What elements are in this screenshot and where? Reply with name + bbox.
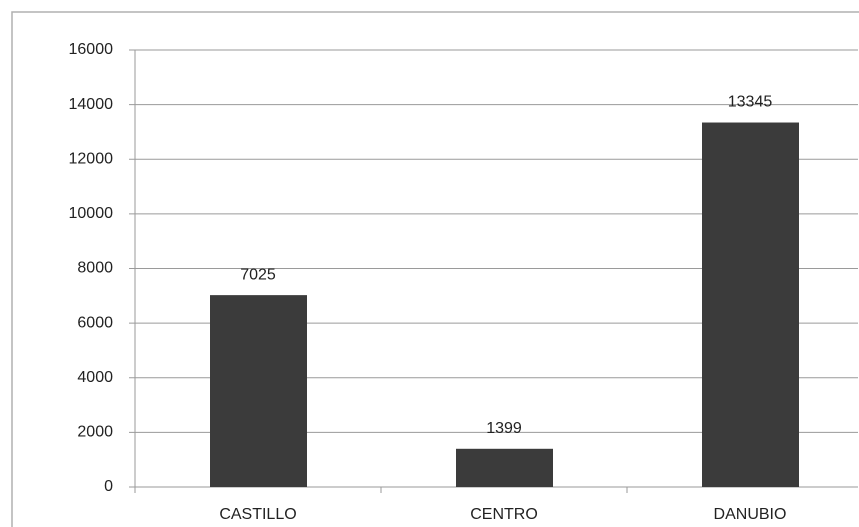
y-tick-label: 4000: [77, 369, 113, 386]
y-tick-label: 10000: [69, 205, 114, 222]
y-tick-label: 2000: [77, 424, 113, 441]
y-tick-label: 6000: [77, 314, 113, 331]
bar: [210, 295, 307, 487]
x-tick-label: CENTRO: [470, 506, 538, 523]
y-tick-label: 14000: [69, 96, 114, 113]
bar: [456, 448, 553, 487]
y-tick-label: 12000: [69, 150, 114, 167]
bar: [702, 122, 799, 488]
x-tick-label: CASTILLO: [219, 506, 296, 523]
y-tick-label: 0: [104, 478, 113, 495]
y-tick-label: 8000: [77, 260, 113, 277]
data-label: 1399: [486, 420, 522, 437]
data-label: 7025: [240, 266, 276, 283]
x-tick-label: DANUBIO: [714, 506, 787, 523]
chart-frame: [11, 11, 859, 527]
data-label: 13345: [728, 94, 773, 111]
y-tick-label: 16000: [69, 41, 114, 58]
